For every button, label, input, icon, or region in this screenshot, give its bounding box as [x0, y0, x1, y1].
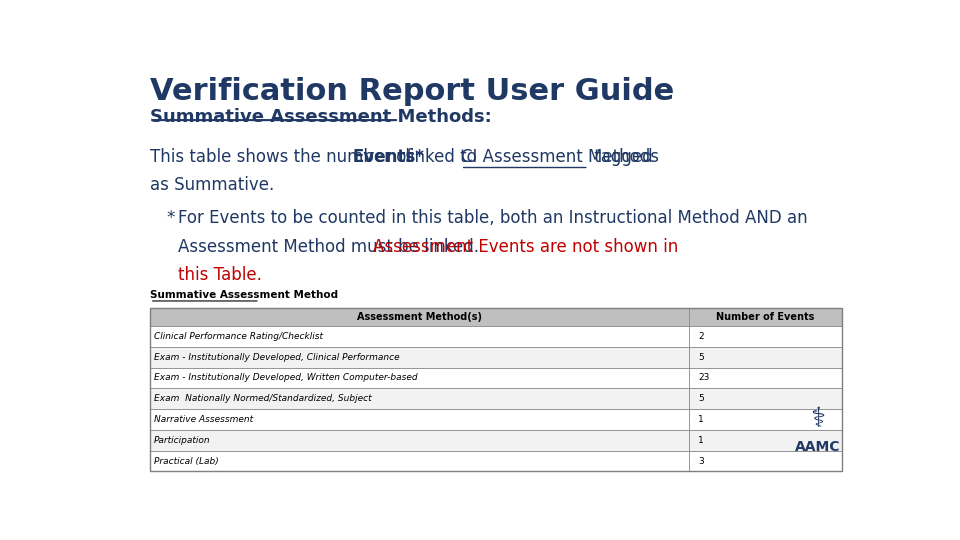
- Text: Practical (Lab): Practical (Lab): [155, 456, 219, 465]
- Text: Number of Events: Number of Events: [716, 312, 815, 322]
- Text: 5: 5: [698, 394, 704, 403]
- Text: tagged: tagged: [588, 148, 653, 166]
- Bar: [150, 326, 689, 347]
- Text: For Events to be counted in this table, both an Instructional Method AND an: For Events to be counted in this table, …: [178, 210, 807, 227]
- Text: 3: 3: [698, 456, 704, 465]
- Text: Clinical Performance Rating/Checklist: Clinical Performance Rating/Checklist: [155, 332, 324, 341]
- Bar: [689, 388, 842, 409]
- Text: linked to: linked to: [399, 148, 482, 166]
- Text: CI Assessment Methods: CI Assessment Methods: [461, 148, 659, 166]
- Bar: [150, 451, 689, 471]
- Bar: [689, 347, 842, 368]
- Bar: [150, 347, 689, 368]
- Text: Assessment Events are not shown in: Assessment Events are not shown in: [372, 238, 678, 256]
- Text: Verification Report User Guide: Verification Report User Guide: [150, 77, 674, 106]
- Bar: [689, 430, 842, 451]
- Text: Summative Assessment Methods:: Summative Assessment Methods:: [150, 109, 492, 126]
- Text: Assessment Method(s): Assessment Method(s): [357, 312, 482, 322]
- Text: Exam - Institutionally Developed, Clinical Performance: Exam - Institutionally Developed, Clinic…: [155, 353, 400, 362]
- Text: as Summative.: as Summative.: [150, 176, 274, 194]
- Bar: [150, 308, 842, 326]
- Bar: [689, 409, 842, 430]
- Text: Narrative Assessment: Narrative Assessment: [155, 415, 253, 424]
- Text: Events*: Events*: [352, 148, 424, 166]
- Text: this Table.: this Table.: [178, 266, 262, 284]
- Bar: [689, 368, 842, 388]
- Text: 5: 5: [698, 353, 704, 362]
- Bar: [689, 451, 842, 471]
- Text: ⚕: ⚕: [810, 405, 826, 433]
- Text: *: *: [166, 210, 175, 227]
- Bar: [150, 388, 689, 409]
- Bar: [150, 368, 689, 388]
- Text: Summative Assessment Method: Summative Assessment Method: [150, 290, 338, 300]
- Bar: [150, 308, 842, 471]
- Text: Assessment Method must be linked.: Assessment Method must be linked.: [178, 238, 484, 256]
- Text: 1: 1: [698, 415, 704, 424]
- Text: Participation: Participation: [155, 436, 211, 445]
- Text: 1: 1: [698, 436, 704, 445]
- Bar: [150, 409, 689, 430]
- Bar: [150, 430, 689, 451]
- Text: Exam - Institutionally Developed, Written Computer-based: Exam - Institutionally Developed, Writte…: [155, 373, 418, 382]
- Text: 2: 2: [698, 332, 704, 341]
- Bar: [689, 326, 842, 347]
- Text: 23: 23: [698, 373, 709, 382]
- Text: AAMC: AAMC: [795, 440, 841, 454]
- Text: Exam  Nationally Normed/Standardized, Subject: Exam Nationally Normed/Standardized, Sub…: [155, 394, 372, 403]
- Text: This table shows the number of: This table shows the number of: [150, 148, 418, 166]
